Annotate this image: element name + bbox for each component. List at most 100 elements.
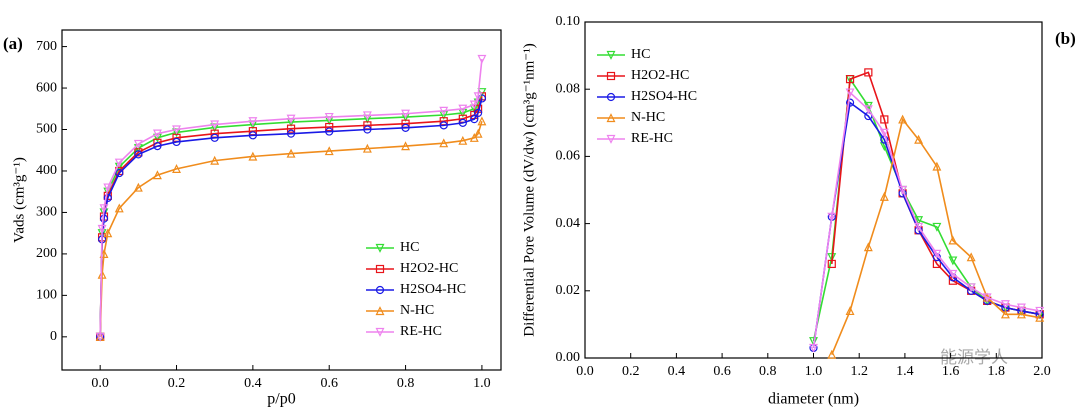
legend-label: HC xyxy=(631,47,650,62)
marker xyxy=(932,161,942,171)
marker xyxy=(948,256,958,266)
marker xyxy=(606,134,616,144)
marker xyxy=(982,293,992,303)
marker xyxy=(932,222,942,232)
x-tick-label: 0.6 xyxy=(320,376,338,391)
marker xyxy=(103,183,113,193)
x-tick-label: 0.8 xyxy=(397,376,415,391)
marker xyxy=(362,143,372,153)
x-tick-label: 0.0 xyxy=(576,364,594,379)
legend-label: H2SO4-HC xyxy=(400,282,466,297)
marker xyxy=(114,203,124,213)
series-line xyxy=(812,90,1040,349)
marker xyxy=(375,243,385,253)
marker xyxy=(375,327,385,337)
marker xyxy=(248,151,258,161)
legend-label: RE-HC xyxy=(631,131,673,146)
x-tick-label: 0.4 xyxy=(668,364,686,379)
marker xyxy=(477,88,487,98)
marker xyxy=(1000,309,1010,319)
marker xyxy=(115,168,124,178)
marker xyxy=(172,125,181,135)
x-axis-label: p/p0 xyxy=(267,391,295,408)
marker xyxy=(324,112,334,122)
marker xyxy=(458,118,467,127)
x-tick-label: 0.2 xyxy=(168,376,186,391)
y-axis-label: Vads (cm³g⁻¹) xyxy=(11,157,27,243)
marker xyxy=(458,104,468,114)
marker xyxy=(152,129,162,139)
marker xyxy=(439,106,449,116)
y-axis-label: Differential Pore Volume (dV/dw) (cm³g⁻¹… xyxy=(521,43,537,336)
marker xyxy=(473,128,483,138)
marker xyxy=(133,182,143,192)
x-tick-label: 0.4 xyxy=(244,376,262,391)
marker xyxy=(473,92,483,102)
legend-label: H2SO4-HC xyxy=(631,89,697,104)
marker xyxy=(363,125,372,134)
marker xyxy=(809,343,818,353)
y-tick-label: 0.06 xyxy=(556,149,581,164)
marker xyxy=(172,164,181,174)
y-tick-label: 0.02 xyxy=(556,283,581,298)
marker xyxy=(324,146,334,156)
y-tick-label: 200 xyxy=(36,246,57,261)
marker xyxy=(152,170,162,180)
marker xyxy=(133,139,143,149)
y-tick-label: 0.08 xyxy=(556,81,581,96)
y-tick-label: 700 xyxy=(36,39,57,54)
marker xyxy=(606,71,616,81)
marker xyxy=(469,100,479,110)
marker xyxy=(1016,303,1026,313)
marker xyxy=(477,116,487,126)
marker xyxy=(606,92,616,102)
y-tick-label: 0.00 xyxy=(556,350,581,365)
marker xyxy=(606,113,616,123)
series-line xyxy=(831,117,1040,355)
marker xyxy=(470,115,479,124)
legend-label: RE-HC xyxy=(400,324,442,339)
x-tick-label: 0.0 xyxy=(91,376,109,391)
marker xyxy=(401,123,410,132)
series-line xyxy=(99,120,483,337)
series-line xyxy=(99,96,483,337)
marker xyxy=(948,269,958,279)
marker xyxy=(97,224,107,234)
x-tick-label: 2.0 xyxy=(1033,364,1051,379)
marker xyxy=(845,88,855,98)
y-tick-label: 100 xyxy=(36,288,57,303)
legend-label: N-HC xyxy=(400,303,434,318)
marker xyxy=(114,158,124,168)
marker xyxy=(845,306,855,316)
marker xyxy=(99,204,109,214)
marker xyxy=(95,332,105,342)
marker xyxy=(879,191,889,201)
marker xyxy=(966,252,976,262)
marker xyxy=(210,133,219,142)
marker xyxy=(477,54,487,64)
marker xyxy=(863,242,873,252)
marker xyxy=(325,122,334,132)
x-tick-label: 1.0 xyxy=(473,376,491,391)
series-line xyxy=(99,58,483,337)
legend-label: HC xyxy=(400,240,419,255)
panel-label: (a) xyxy=(3,34,23,53)
marker xyxy=(914,222,924,232)
marker xyxy=(439,138,449,148)
marker xyxy=(845,98,855,107)
marker xyxy=(864,68,873,77)
marker xyxy=(914,134,924,144)
marker xyxy=(1035,312,1045,322)
marker xyxy=(401,141,411,151)
y-tick-label: 400 xyxy=(36,163,57,178)
marker xyxy=(97,269,107,279)
marker xyxy=(210,155,220,165)
y-tick-label: 0.10 xyxy=(556,14,581,29)
legend-label: H2O2-HC xyxy=(631,68,689,83)
marker xyxy=(172,137,181,147)
marker xyxy=(286,114,296,124)
x-tick-label: 1.2 xyxy=(850,364,868,379)
marker xyxy=(401,109,411,119)
marker xyxy=(966,283,976,293)
